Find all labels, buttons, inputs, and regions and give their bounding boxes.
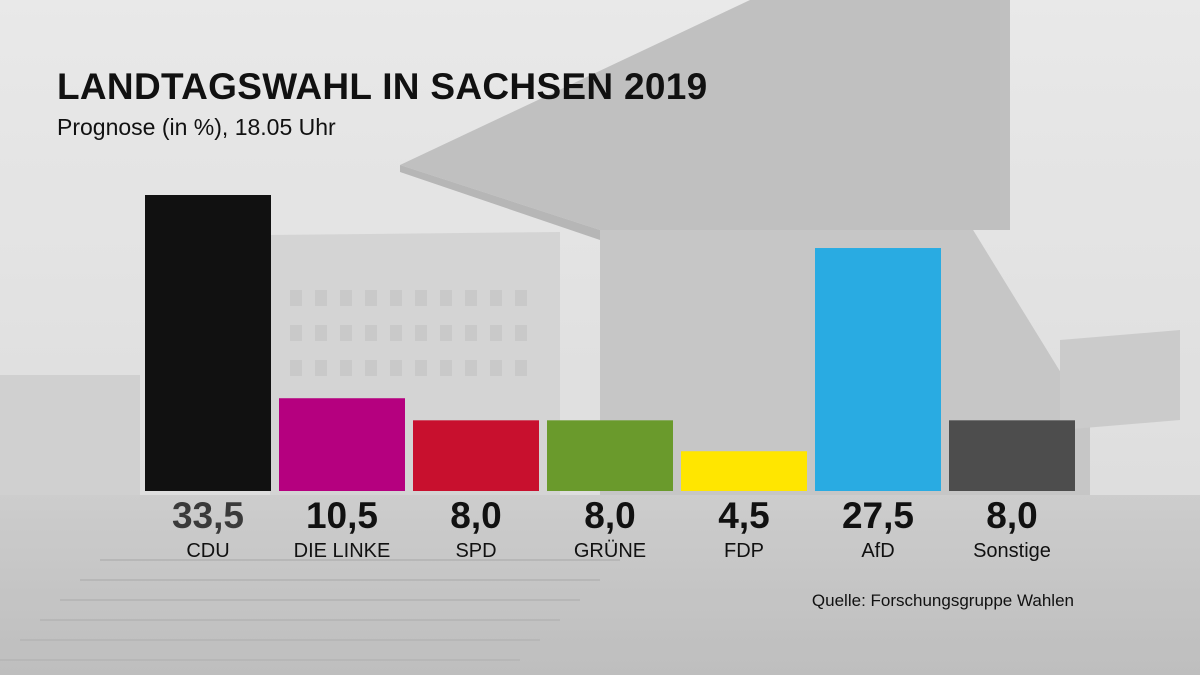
bar-afd (815, 248, 941, 491)
value-label-afd: 27,5 (842, 495, 914, 536)
category-label-afd: AfD (861, 540, 894, 562)
bar-grüne (547, 420, 673, 491)
bar-sonstige (949, 420, 1075, 491)
chart-title: LANDTAGSWAHL IN SACHSEN 2019 (57, 66, 708, 107)
source-note: Quelle: Forschungsgruppe Wahlen (811, 591, 1074, 610)
value-label-grüne: 8,0 (584, 495, 635, 536)
chart-subtitle: Prognose (in %), 18.05 Uhr (57, 114, 336, 140)
value-label-spd: 8,0 (450, 495, 501, 536)
category-label-die-linke: DIE LINKE (294, 540, 391, 562)
category-label-sonstige: Sonstige (973, 540, 1051, 562)
value-label-fdp: 4,5 (718, 495, 769, 536)
category-label-cdu: CDU (186, 540, 229, 562)
bar-spd (413, 420, 539, 491)
value-label-cdu: 33,5 (172, 495, 244, 536)
value-label-sonstige: 8,0 (986, 495, 1037, 536)
bar-cdu (145, 195, 271, 491)
bar-fdp (681, 451, 807, 491)
bar-die-linke (279, 398, 405, 491)
category-label-grüne: GRÜNE (574, 540, 646, 562)
category-label-fdp: FDP (724, 540, 764, 562)
category-label-spd: SPD (455, 540, 496, 562)
value-label-die-linke: 10,5 (306, 495, 378, 536)
